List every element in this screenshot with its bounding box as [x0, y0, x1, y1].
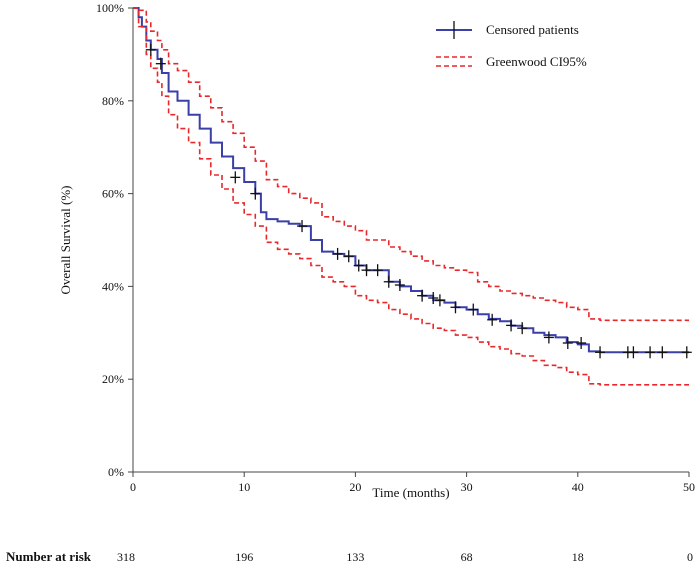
censor-mark: [394, 279, 405, 292]
x-axis-label: Time (months): [372, 485, 449, 500]
tick-layer: 0 10 20 30 40 50 0% 20% 40% 60% 80% 100%: [96, 1, 695, 494]
censor-mark: [417, 289, 428, 302]
censor-mark: [576, 337, 587, 350]
censor-mark: [450, 301, 461, 314]
censor-mark: [145, 43, 156, 56]
censor-mark: [343, 250, 354, 263]
censor-mark: [434, 294, 445, 307]
censor-mark: [372, 264, 383, 277]
series-layer: [133, 7, 689, 386]
number-at-risk-label: Number at risk: [6, 549, 92, 564]
censor-mark: [332, 247, 343, 260]
censor-mark: [562, 337, 573, 350]
y-tick-label: 60%: [102, 187, 124, 201]
censor-mark: [353, 259, 364, 272]
censor-mark: [383, 275, 394, 288]
censor-mark: [681, 346, 692, 359]
x-tick-label: 20: [349, 480, 361, 494]
number-at-risk-value: 318: [117, 550, 135, 564]
censor-mark: [155, 57, 166, 70]
risk-layer: 318 196 133 68 18 0: [117, 550, 693, 564]
legend-censored-label: Censored patients: [486, 22, 579, 37]
censor-layer: [145, 43, 692, 359]
censor-mark: [517, 322, 528, 335]
censor-mark: [230, 171, 241, 184]
x-tick-label: 0: [130, 480, 136, 494]
censor-mark: [595, 346, 606, 359]
censor-mark: [628, 346, 639, 359]
censor-mark: [250, 187, 261, 200]
censor-mark: [487, 313, 498, 326]
censor-mark: [361, 264, 372, 277]
number-at-risk-value: 133: [346, 550, 364, 564]
number-at-risk-value: 196: [235, 550, 253, 564]
x-tick-label: 40: [572, 480, 584, 494]
censor-mark: [428, 292, 439, 304]
censor-mark: [297, 220, 308, 233]
x-tick-label: 50: [683, 480, 695, 494]
legend: Censored patients Greenwood CI95%: [436, 21, 587, 69]
censor-mark: [468, 303, 479, 316]
censor-mark: [645, 346, 656, 359]
ci-lower-line: [133, 7, 689, 386]
number-at-risk-value: 0: [687, 550, 693, 564]
number-at-risk-value: 68: [461, 550, 473, 564]
y-tick-label: 80%: [102, 94, 124, 108]
y-tick-label: 100%: [96, 1, 124, 15]
ci-upper-line: [133, 7, 689, 322]
x-tick-label: 30: [461, 480, 473, 494]
censor-mark: [657, 346, 668, 359]
survival-line: [133, 7, 689, 354]
censor-mark: [543, 331, 554, 344]
y-tick-label: 20%: [102, 372, 124, 386]
y-axis-label: Overall Survival (%): [58, 185, 73, 294]
y-tick-label: 40%: [102, 279, 124, 293]
legend-ci-label: Greenwood CI95%: [486, 54, 587, 69]
censor-mark: [506, 319, 517, 332]
x-tick-label: 10: [238, 480, 250, 494]
number-at-risk-value: 18: [572, 550, 584, 564]
y-tick-label: 0%: [108, 465, 124, 479]
